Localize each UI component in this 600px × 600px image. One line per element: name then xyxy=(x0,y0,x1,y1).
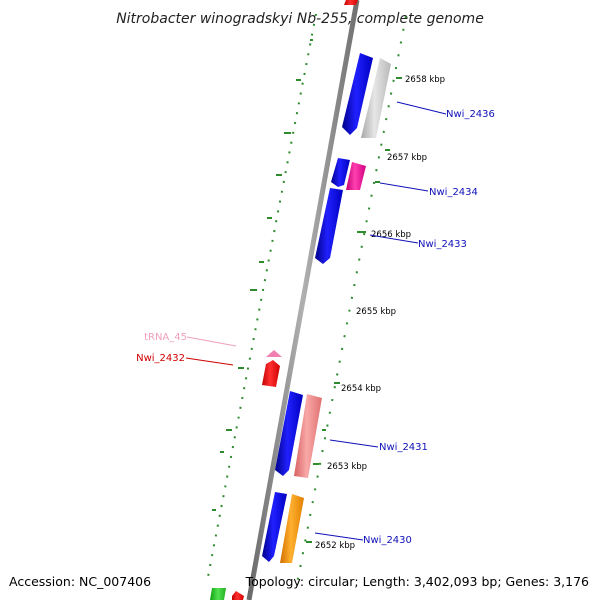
gene-label-nwi-2431: Nwi_2431 xyxy=(379,442,428,453)
gene-block-nwi-2434 xyxy=(346,162,366,190)
genome-summary-text: Topology: circular; Length: 3,402,093 bp… xyxy=(245,574,589,589)
gc-skew-right-dots xyxy=(296,15,407,585)
gc-skew-dashes xyxy=(212,39,402,543)
gene-block-blue-3 xyxy=(275,391,303,476)
gene-labels: Nwi_2436 Nwi_2434 Nwi_2433 tRNA_45 Nwi_2… xyxy=(136,109,495,546)
gene-block-blue-1 xyxy=(342,53,373,135)
gene-block-blue-2 xyxy=(331,158,350,187)
gene-block-nwi-2436 xyxy=(361,58,391,138)
gene-block-red-bottom xyxy=(232,591,244,600)
gene-block-trna-45 xyxy=(266,350,282,357)
tick-label: 2654 kbp xyxy=(341,384,381,394)
gc-skew-track xyxy=(206,13,407,585)
gc-skew-left-dots xyxy=(206,13,317,583)
gene-block-blue-4 xyxy=(262,492,287,562)
gene-label-nwi-2434: Nwi_2434 xyxy=(429,187,478,198)
map-title: Nitrobacter winogradskyi Nb-255, complet… xyxy=(116,11,484,27)
tick-label: 2658 kbp xyxy=(405,75,445,85)
gene-label-nwi-2436: Nwi_2436 xyxy=(446,109,495,120)
gene-block-green-bottom xyxy=(210,588,226,600)
gene-label-nwi-2430: Nwi_2430 xyxy=(363,535,412,546)
gene-top-fragment xyxy=(344,0,358,5)
genome-backbone xyxy=(246,0,360,600)
gene-block-nwi-2432 xyxy=(262,360,280,387)
gene-block-nwi-2433 xyxy=(315,188,343,264)
gene-block-nwi-2431 xyxy=(294,394,322,478)
gene-label-trna-45: tRNA_45 xyxy=(144,332,187,343)
gene-label-nwi-2432: Nwi_2432 xyxy=(136,353,185,364)
coordinate-ticks: 2658 kbp 2657 kbp 2656 kbp 2655 kbp 2654… xyxy=(315,75,445,551)
gene-features xyxy=(210,0,391,600)
tick-label: 2652 kbp xyxy=(315,541,355,551)
label-leaders xyxy=(185,101,447,541)
gene-label-nwi-2433: Nwi_2433 xyxy=(418,239,467,250)
tick-label: 2653 kbp xyxy=(327,462,367,472)
tick-label: 2656 kbp xyxy=(371,230,411,240)
tick-label: 2655 kbp xyxy=(356,307,396,317)
accession-text: Accession: NC_007406 xyxy=(9,574,151,589)
gene-block-nwi-2430 xyxy=(280,494,304,563)
tick-label: 2657 kbp xyxy=(387,153,427,163)
